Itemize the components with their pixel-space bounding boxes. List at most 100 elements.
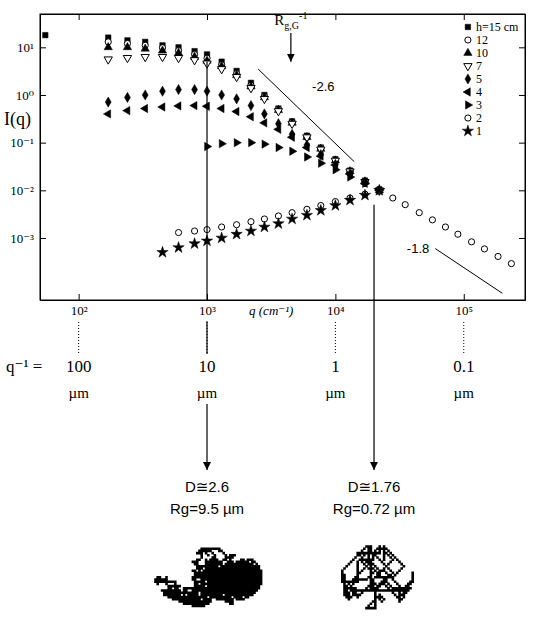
legend-entry: 12 [465,33,488,47]
data-point [508,261,514,267]
legend-marker [465,37,471,43]
legend-marker [465,74,471,84]
series [43,32,383,193]
data-point [205,142,212,150]
y-axis-right-tick-mark [519,238,525,239]
slope-line [435,249,502,294]
legend-label: 4 [476,85,482,99]
data-point [141,54,149,61]
legend-entry: 4 [463,85,482,99]
data-point [246,113,253,121]
y-axis: 10¹10⁰10⁻¹10⁻²10⁻³ [10,15,46,301]
data-point [219,90,225,100]
data-point [174,48,182,55]
data-point [305,153,312,161]
data-point [104,43,112,50]
series [104,54,383,195]
data-point [276,143,283,151]
q-inverse-guide [335,322,336,355]
series [105,84,382,195]
data-point [234,138,241,146]
legend-entry: 5 [465,72,482,86]
data-point [103,110,110,118]
x-axis-top-tick-mark [79,14,80,20]
q-inverse-title: q⁻¹ = [6,357,42,376]
y-axis-right-tick [519,238,525,239]
data-point [245,225,256,236]
y-axis-right [519,15,526,301]
x-axis-top-tick-mark [464,14,465,20]
data-point [217,67,225,74]
data-point [330,200,341,211]
data-point [416,210,422,216]
cluster-radius: Rg=0.72 µm [333,500,415,517]
data-point [316,152,323,160]
y-axis-tick: 10⁻² [10,183,46,198]
x-axis-top-tick [335,14,336,20]
data-point [468,239,474,245]
x-axis-top-tick [464,14,465,20]
series [104,43,383,193]
data-point [286,213,297,224]
y-axis-right-tick [519,143,525,144]
data-point [318,159,325,167]
cluster-guide [206,321,207,354]
data-point [374,184,385,195]
data-point [175,229,181,235]
data-point [248,100,254,110]
legend-label: 12 [476,33,488,47]
figure: 10²10³10⁴10⁵10¹10⁰10⁻¹10⁻²10⁻³q (cm⁻¹)I(… [0,0,543,632]
x-axis-top-tick [207,14,208,20]
series [105,39,514,267]
x-axis-top-tick [79,14,80,20]
cluster-radius: Rg=9.5 µm [170,500,244,517]
data-point [402,202,408,208]
q-inverse-guide [207,322,208,355]
data-point [104,57,112,64]
legend-marker [463,88,470,96]
y-axis-tick: 10⁰ [16,88,46,103]
y-axis-right-tick-mark [519,47,525,48]
q-inverse-unit: µm [325,385,346,401]
data-point [301,209,312,220]
q-inverse-tick-label: 100 [66,357,92,376]
data-point [125,92,131,102]
q-inverse-unit: µm [454,385,475,401]
data-point [202,102,209,110]
legend-marker [464,48,472,55]
q-inverse-unit: µm [68,385,89,401]
data-point [260,96,268,103]
cluster-dimension: D≅2.6 [185,478,229,495]
x-axis-tick-mark [464,294,465,300]
y-axis-tick: 10⁻¹ [10,135,46,150]
x-axis-tick: 10⁴ [327,294,345,318]
data-point [123,55,131,62]
data-point [160,86,166,96]
y-axis-tick-mark [40,190,46,191]
y-axis-line [40,15,41,301]
x-axis-tick-label: 10³ [199,303,216,318]
y-axis-tick-label: 10¹ [17,40,34,55]
x-axis-tick-label: 10² [71,303,88,318]
legend-label: 7 [476,59,482,73]
x-axis-tick: 10⁵ [455,294,473,318]
x-axis-top-tick-mark [207,14,208,20]
data-point [157,246,168,257]
data-point [219,224,225,230]
data-point [232,74,240,81]
q-inverse-guide [463,322,464,355]
data-point [442,224,448,230]
data-point [429,217,435,223]
data-point [248,219,254,225]
data-point [315,204,326,215]
series [157,184,385,257]
y-axis-tick-mark [40,238,46,239]
data-point [190,58,198,65]
legend-entry: h=15 cm [465,20,519,34]
cluster-guide [206,62,207,301]
data-point [361,180,369,187]
legend-entry: 7 [464,59,482,73]
y-axis-tick-label: 10⁻² [10,183,34,198]
x-axis-tick-mark [79,294,80,300]
cluster-dimension: D≅1.76 [348,478,401,495]
